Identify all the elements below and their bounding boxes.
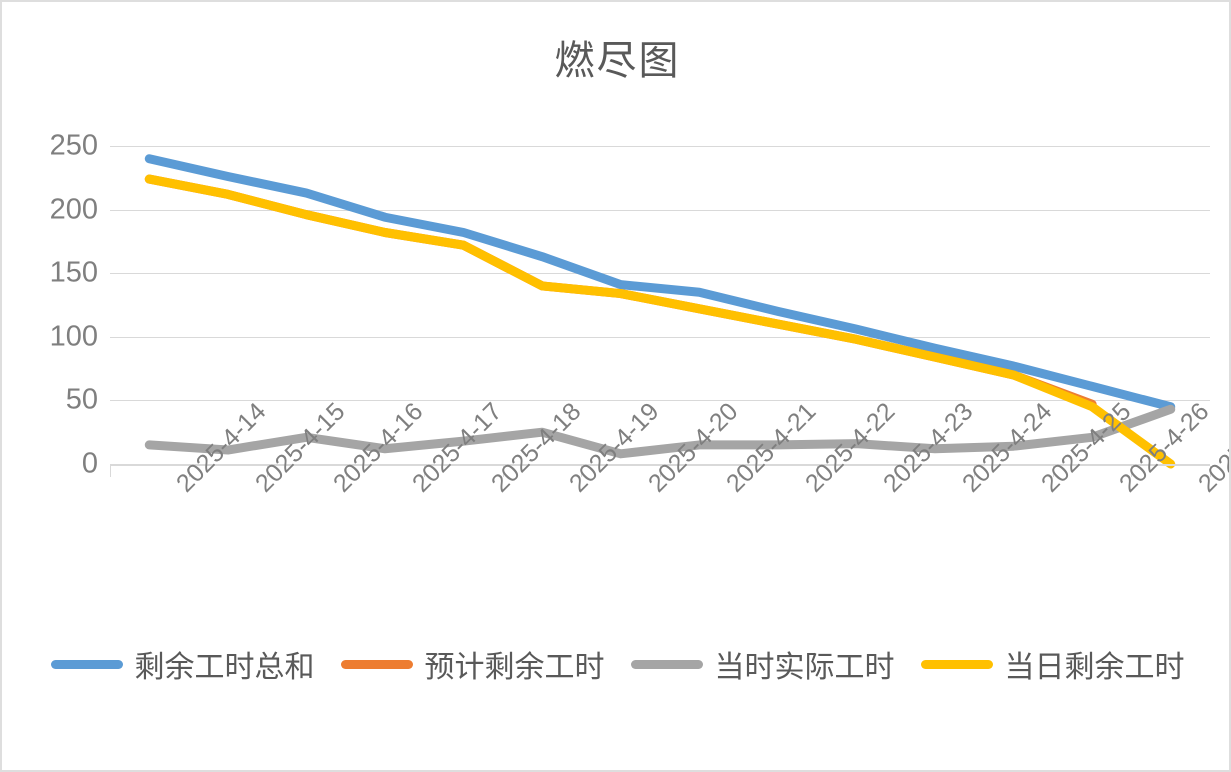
x-tick-label: 2025-4-15 bbox=[249, 397, 351, 498]
gridline bbox=[110, 209, 1210, 211]
legend-color-swatch bbox=[340, 659, 413, 669]
y-tick-label: 100 bbox=[49, 320, 98, 353]
gridline bbox=[110, 146, 1210, 147]
legend-color-swatch bbox=[50, 659, 123, 669]
legend-item[interactable]: 预计剩余工时 bbox=[340, 642, 605, 686]
x-axis-tick bbox=[502, 466, 504, 477]
chart-legend: 剩余工时总和 预计剩余工时 当时实际工时 当日剩余工时 bbox=[2, 642, 1229, 686]
legend-item[interactable]: 当时实际工时 bbox=[630, 642, 895, 686]
series-line bbox=[144, 174, 1176, 469]
x-tick-label: 2025-4-18 bbox=[485, 397, 586, 498]
x-axis-tick bbox=[267, 466, 269, 477]
x-axis-tick bbox=[1131, 466, 1133, 477]
y-tick-label: 250 bbox=[49, 129, 98, 162]
legend-label: 预计剩余工时 bbox=[424, 651, 605, 684]
x-tick-label: 2025-4-24 bbox=[957, 397, 1058, 498]
x-tick-label: 2025-4-16 bbox=[328, 397, 429, 498]
x-tick-label: 2025-4-26 bbox=[1114, 397, 1215, 498]
legend-item[interactable]: 当日剩余工时 bbox=[920, 642, 1185, 686]
legend-color-swatch bbox=[630, 659, 703, 669]
x-tick-label: 2025-4-21 bbox=[721, 397, 822, 498]
legend-label: 剩余工时总和 bbox=[134, 651, 315, 684]
gridline bbox=[110, 336, 1210, 338]
legend-label: 当时实际工时 bbox=[714, 651, 895, 684]
y-tick-label: 150 bbox=[49, 256, 98, 289]
legend-item[interactable]: 剩余工时总和 bbox=[50, 642, 315, 686]
y-axis: 0 50 100 150 200 250 bbox=[2, 130, 98, 480]
legend-color-swatch bbox=[920, 659, 993, 669]
series-line bbox=[144, 404, 1176, 459]
x-axis-tick bbox=[188, 466, 190, 477]
x-axis-tick bbox=[660, 466, 661, 477]
legend-label: 当日剩余工时 bbox=[1004, 651, 1185, 684]
y-tick-label: 200 bbox=[49, 193, 98, 226]
x-tick-label: 2025-4-23 bbox=[878, 397, 979, 498]
gridline bbox=[110, 400, 1210, 402]
x-axis-line bbox=[110, 464, 1210, 466]
x-axis: 2025-4-14 2025-4-15 2025-4-16 2025-4-17 2025… bbox=[110, 397, 1229, 618]
gridline bbox=[110, 273, 1210, 275]
x-tick-label: 2025-4-25 bbox=[1035, 397, 1136, 498]
y-tick-label: 50 bbox=[65, 383, 98, 416]
series-lines bbox=[144, 154, 1176, 469]
x-axis-tick bbox=[1052, 466, 1054, 477]
x-tick-label: 2025-4-19 bbox=[564, 397, 665, 498]
y-tick-label: 0 bbox=[81, 447, 98, 480]
x-tick-label: 2025-4-22 bbox=[799, 397, 901, 498]
x-axis-tick bbox=[110, 466, 111, 477]
series-line bbox=[144, 154, 1176, 412]
x-axis-tick bbox=[581, 466, 583, 477]
x-axis-tick bbox=[974, 466, 976, 477]
x-tick-label: 2025-4-14 bbox=[171, 397, 272, 498]
x-axis-tick bbox=[424, 466, 426, 477]
x-axis-tick bbox=[817, 466, 819, 477]
chart-title: 燃尽图 bbox=[554, 39, 681, 83]
x-tick-label: 2025-4-17 bbox=[407, 397, 508, 498]
plot-area bbox=[110, 146, 1210, 469]
x-tick-label: 2025-4-27 bbox=[1192, 397, 1231, 498]
x-axis-tick bbox=[738, 466, 740, 477]
x-axis-tick bbox=[895, 466, 897, 477]
x-tick-label: 2025-4-20 bbox=[642, 397, 744, 498]
x-axis-tick bbox=[345, 466, 347, 477]
x-axis-tick bbox=[1210, 466, 1211, 477]
x-axis-ticks bbox=[110, 466, 1211, 477]
